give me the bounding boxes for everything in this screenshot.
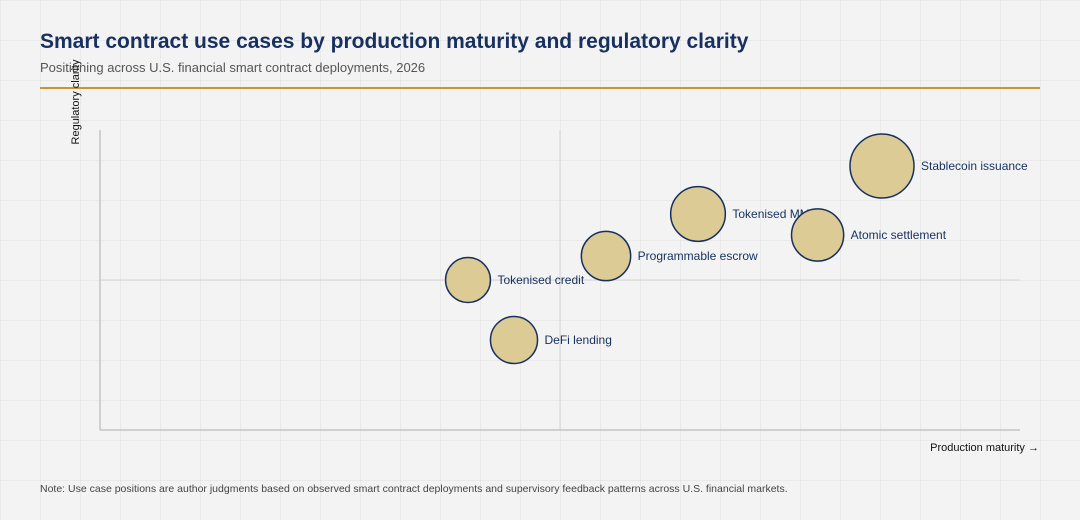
chart-subtitle: Positioning across U.S. financial smart … bbox=[40, 60, 426, 75]
bubble bbox=[489, 315, 539, 365]
bubble-label: Atomic settlement bbox=[851, 228, 947, 242]
bubble bbox=[849, 133, 915, 199]
chart-axes bbox=[99, 130, 1020, 431]
bubble bbox=[790, 208, 845, 262]
bubble-label: DeFi lending bbox=[545, 333, 612, 347]
y-axis-label: Regulatory clarity bbox=[70, 59, 82, 144]
bubble bbox=[444, 256, 492, 304]
footnote: Note: Use case positions are author judg… bbox=[40, 483, 788, 495]
bubble bbox=[669, 185, 727, 243]
chart-title: Smart contract use cases by production m… bbox=[40, 30, 749, 53]
bubble bbox=[580, 230, 632, 282]
x-axis-label: Production maturity → bbox=[930, 442, 1039, 454]
bubble-label: Programmable escrow bbox=[638, 249, 758, 263]
bubble-label: Tokenised credit bbox=[497, 273, 584, 287]
header-divider bbox=[40, 87, 1040, 89]
bubble-label: Stablecoin issuance bbox=[921, 159, 1028, 173]
